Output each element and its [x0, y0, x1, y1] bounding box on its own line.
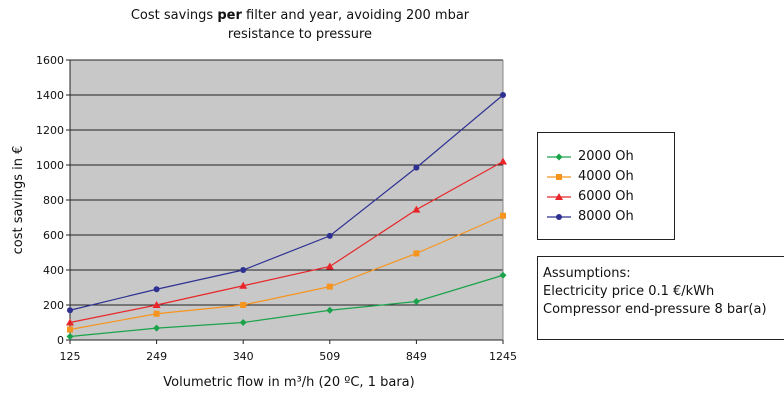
y-axis-label: cost savings in €: [11, 146, 26, 255]
y-tick-label: 400: [43, 264, 64, 277]
y-tick-label: 1000: [36, 159, 64, 172]
triangle-marker: [239, 281, 248, 289]
square-marker: [500, 212, 506, 219]
legend-item: 2000 Oh: [538, 147, 674, 167]
x-tick-label: 340: [233, 350, 254, 363]
circle-marker: [326, 232, 333, 239]
assumptions-box: Assumptions: Electricity price 0.1 €/kWh…: [537, 256, 784, 340]
circle-marker: [413, 164, 420, 171]
diamond-marker: [412, 298, 420, 305]
y-tick-label: 1200: [36, 124, 64, 137]
legend-swatch: [547, 214, 571, 220]
legend-item: 4000 Oh: [538, 167, 674, 187]
y-tick-label: 200: [43, 299, 64, 312]
series-line: [69, 215, 504, 331]
axes: 0 200 400 600 800 1000 1200 1400 1600 125 249 340 50…: [36, 54, 517, 363]
series-8000-oh: [67, 92, 506, 314]
triangle-marker: [152, 301, 161, 308]
circle-marker: [153, 286, 160, 293]
square-marker: [556, 174, 562, 180]
series-6000-oh: [66, 157, 507, 326]
legend-label: 2000 Oh: [578, 149, 634, 164]
diamond-marker: [499, 271, 507, 279]
legend-label: 4000 Oh: [578, 169, 634, 184]
series-4000-oh: [67, 212, 506, 333]
y-tick-label: 1400: [36, 89, 64, 102]
legend-item: 8000 Oh: [538, 207, 674, 227]
diamond-marker: [326, 306, 334, 314]
legend-swatch: [547, 174, 571, 180]
circle-marker: [67, 307, 73, 314]
square-marker: [413, 250, 420, 257]
legend-item: 6000 Oh: [538, 187, 674, 207]
x-tick-label: 125: [60, 350, 81, 363]
assumption-electricity-price: Electricity price 0.1 €/kWh: [543, 284, 715, 299]
axis-labels: cost savings in € Volumetric flow in m³/…: [11, 146, 415, 390]
series-line: [69, 160, 504, 324]
legend-label: 8000 Oh: [578, 209, 634, 224]
y-tick-label: 600: [43, 229, 64, 242]
y-tick-label: 1600: [36, 54, 64, 67]
triangle-marker: [499, 157, 507, 165]
square-marker: [326, 283, 333, 290]
diamond-marker: [555, 153, 563, 161]
x-axis-label: Volumetric flow in m³/h (20 ºC, 1 bara): [163, 375, 414, 390]
square-marker: [240, 302, 247, 308]
gridlines: [70, 59, 503, 306]
x-tick-label: 1245: [489, 350, 517, 363]
triangle-marker: [325, 262, 334, 270]
diamond-marker: [239, 319, 247, 326]
triangle-marker: [66, 318, 74, 326]
legend-label: 6000 Oh: [578, 189, 634, 204]
legend: 2000 Oh 4000 Oh 6000 Oh 8000 Oh: [537, 132, 675, 240]
triangle-marker: [412, 205, 421, 213]
series-line: [69, 94, 504, 311]
legend-swatch: [547, 193, 571, 200]
square-marker: [67, 326, 73, 333]
x-tick-label: 249: [146, 350, 167, 363]
diamond-marker: [66, 333, 74, 340]
circle-marker: [500, 92, 506, 98]
square-marker: [153, 310, 160, 317]
x-tick-label: 509: [319, 350, 340, 363]
diamond-marker: [153, 324, 161, 332]
assumptions-heading: Assumptions:: [543, 266, 631, 281]
title-emphasis: per: [217, 8, 242, 23]
circle-marker: [240, 267, 247, 273]
circle-marker: [556, 214, 562, 220]
series-group: [66, 92, 507, 340]
legend-swatch: [547, 153, 571, 161]
x-tick-label: 849: [406, 350, 427, 363]
chart-title: Cost savings per filter and year, avoidi…: [130, 8, 470, 42]
series-2000-oh: [66, 271, 507, 340]
triangle-marker: [555, 193, 563, 200]
y-tick-label: 0: [57, 334, 64, 347]
series-line: [69, 274, 504, 338]
assumption-end-pressure: Compressor end-pressure 8 bar(a): [543, 302, 767, 317]
y-tick-label: 800: [43, 194, 64, 207]
